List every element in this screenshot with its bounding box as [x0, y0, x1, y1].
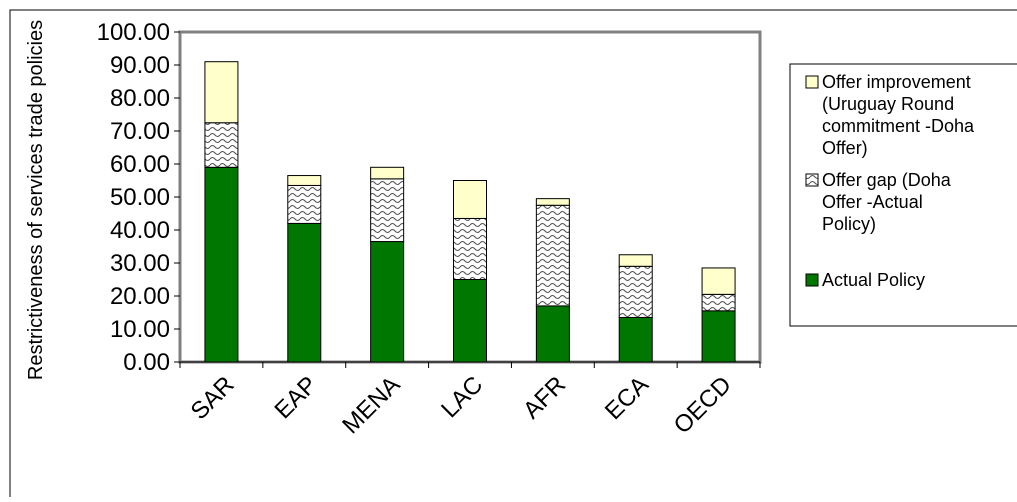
- legend: Offer improvement(Uruguay Roundcommitmen…: [789, 63, 1017, 327]
- y-tick-label: 90.00: [110, 52, 170, 79]
- y-tick-label: 30.00: [110, 250, 170, 277]
- bar-segment: [618, 254, 653, 267]
- bar-segment: [204, 166, 239, 363]
- legend-label: Policy): [822, 214, 876, 234]
- legend-swatch: [805, 273, 819, 287]
- y-tick-label: 40.00: [110, 217, 170, 244]
- bar-segment: [701, 293, 736, 312]
- bar-segment: [535, 198, 570, 206]
- legend-label: commitment -Doha: [822, 116, 975, 136]
- bar-segment: [535, 305, 570, 363]
- legend-label: Offer gap (Doha: [822, 170, 952, 190]
- y-axis-label: Restrictiveness of services trade polici…: [25, 20, 47, 380]
- legend-label: Offer -Actual: [822, 192, 923, 212]
- y-tick-label: 80.00: [110, 85, 170, 112]
- legend-label: Offer improvement: [822, 72, 971, 92]
- bar-segment: [204, 122, 239, 168]
- bar-segment: [287, 222, 322, 363]
- bar-segment: [453, 217, 487, 280]
- y-tick-label: 60.00: [110, 151, 170, 178]
- bar-segment: [453, 180, 487, 219]
- y-tick-label: 50.00: [110, 184, 170, 211]
- bar-segment: [370, 241, 405, 363]
- y-tick-label: 100.00: [97, 19, 170, 46]
- legend-swatch: [805, 75, 819, 89]
- plot-area: 0.00 10.00 20.00 30.00 40.00 50.00 60.00 70.00 8…: [97, 19, 762, 439]
- bar-segment: [701, 310, 736, 363]
- bar-segment: [204, 61, 239, 124]
- bar-segment: [453, 279, 487, 363]
- bar-segment: [618, 316, 653, 363]
- legend-label: Actual Policy: [822, 270, 925, 290]
- bar-segment: [618, 265, 653, 318]
- y-tick-label: 70.00: [110, 118, 170, 145]
- bar-segment: [701, 267, 736, 295]
- y-tick-label: 20.00: [110, 283, 170, 310]
- y-tick-label: 0.00: [123, 349, 170, 376]
- y-tick-label: 10.00: [110, 316, 170, 343]
- bar-segment: [287, 175, 322, 186]
- bar-segment: [370, 178, 405, 243]
- bar-segment: [287, 184, 322, 224]
- legend-label: Offer): [822, 138, 868, 158]
- bar-segment: [370, 166, 405, 180]
- legend-swatch: [805, 173, 819, 187]
- legend-box: [789, 63, 1017, 327]
- bar-segment: [535, 204, 570, 307]
- legend-label: (Uruguay Round: [822, 94, 954, 114]
